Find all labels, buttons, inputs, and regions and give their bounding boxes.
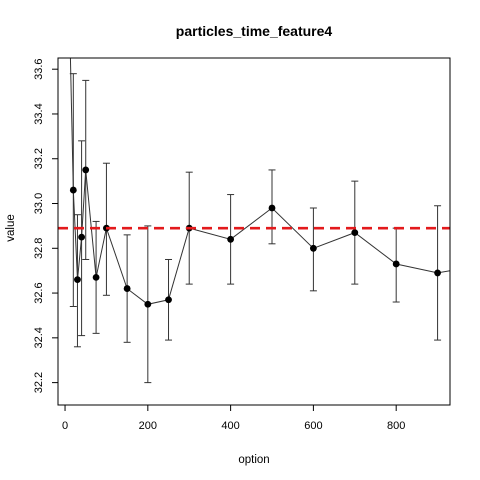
y-tick-label: 32.4 — [33, 327, 45, 348]
plot-frame — [57, 57, 451, 406]
plot-contents — [58, 0, 450, 384]
data-point — [82, 166, 90, 174]
x-tick-label: 800 — [387, 420, 405, 432]
y-tick-label: 33.2 — [33, 148, 45, 169]
x-tick-label: 200 — [139, 420, 157, 432]
data-point — [351, 229, 359, 237]
data-point — [165, 296, 172, 304]
y-tick-label: 33.0 — [33, 193, 45, 214]
data-point — [144, 300, 152, 308]
data-point — [227, 235, 235, 243]
x-tick-label: 400 — [221, 420, 239, 432]
y-tick-label: 32.2 — [33, 372, 45, 393]
data-point — [78, 233, 85, 241]
data-point — [434, 269, 441, 277]
x-tick-label: 0 — [62, 420, 68, 432]
chart-title: particles_time_feature4 — [176, 23, 333, 39]
data-point — [123, 285, 131, 292]
data-point — [74, 276, 81, 284]
data-point — [268, 204, 276, 212]
data-point — [310, 244, 317, 252]
data-point — [66, 0, 73, 5]
x-tick-label: 600 — [304, 420, 322, 432]
data-point — [92, 273, 100, 281]
y-tick-label: 32.8 — [33, 238, 45, 259]
y-tick-label: 32.6 — [33, 282, 45, 303]
data-point — [69, 186, 77, 194]
y-axis-label: value — [5, 214, 17, 242]
data-point — [392, 260, 400, 268]
plot-area: 0 200 400 600 800 32.2 32.4 32.6 32.8 33.0 33.2 33.… — [33, 0, 451, 432]
x-axis-label: option — [238, 454, 269, 466]
y-tick-label: 33.4 — [33, 103, 45, 124]
series-line — [69, 58, 450, 305]
y-tick-label: 33.6 — [33, 58, 45, 79]
